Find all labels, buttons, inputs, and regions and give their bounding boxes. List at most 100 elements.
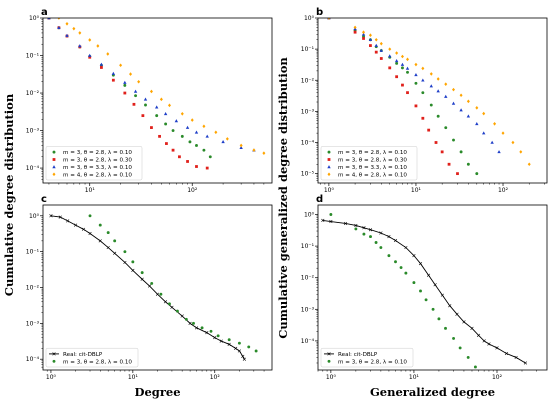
- legend-label: m = 3, θ = 2.8, λ = 0.30: [338, 158, 407, 164]
- series-0: [321, 218, 528, 365]
- data-point: [205, 331, 209, 335]
- data-point: [466, 355, 470, 359]
- data-point: [129, 72, 133, 76]
- data-point: [466, 114, 471, 118]
- data-point: [368, 33, 372, 38]
- legend-box: [45, 347, 139, 368]
- data-point: [208, 155, 212, 159]
- data-point: [427, 128, 431, 132]
- data-point: [482, 339, 486, 343]
- data-point: [88, 55, 92, 59]
- data-point: [88, 53, 92, 57]
- data-point: [418, 261, 423, 266]
- x-tick-label: 10²: [498, 187, 509, 194]
- data-point: [406, 70, 409, 74]
- legend-marker: [327, 150, 331, 154]
- data-point: [98, 223, 102, 227]
- data-point: [202, 148, 206, 152]
- data-point: [155, 292, 160, 296]
- data-point: [154, 105, 159, 109]
- legend-label: m = 3, θ = 2.8, λ = 0.10: [338, 150, 407, 156]
- data-point: [111, 71, 116, 75]
- data-point: [393, 238, 398, 243]
- legend-marker: [327, 359, 331, 363]
- data-point: [388, 66, 392, 70]
- data-point: [254, 349, 258, 353]
- legend-box: [45, 146, 143, 181]
- data-point: [452, 336, 456, 340]
- data-point: [451, 101, 456, 105]
- data-point: [434, 141, 438, 144]
- data-point: [388, 47, 392, 51]
- data-point: [225, 137, 229, 141]
- legend-marker: [52, 158, 56, 161]
- data-point: [134, 94, 138, 98]
- data-point: [387, 254, 391, 258]
- data-point: [65, 22, 69, 26]
- data-point: [144, 103, 147, 107]
- data-point: [242, 357, 246, 361]
- data-point: [329, 219, 333, 224]
- data-point: [133, 89, 138, 93]
- legend-label: m = 3, θ = 2.8, λ = 0.30: [63, 158, 132, 164]
- data-point: [452, 87, 456, 92]
- data-point: [374, 37, 378, 42]
- data-point: [147, 284, 152, 288]
- data-point: [406, 91, 409, 95]
- data-point: [421, 91, 425, 95]
- y-axis-title-right: Cumulative generalized degree distributi…: [276, 57, 290, 339]
- data-point: [155, 114, 159, 118]
- data-point: [362, 226, 366, 230]
- data-point: [106, 245, 110, 250]
- data-point: [78, 31, 82, 35]
- axes-frame: [317, 17, 548, 184]
- data-point: [66, 219, 70, 223]
- y-tick-label: 10⁰: [304, 212, 315, 219]
- legend-marker: [52, 165, 56, 169]
- y-tick-label: 10⁻¹: [26, 249, 40, 256]
- data-point: [88, 38, 92, 42]
- data-point: [164, 122, 168, 126]
- y-tick-label: 10⁰: [29, 15, 40, 22]
- data-point: [362, 30, 366, 34]
- data-point: [221, 140, 225, 144]
- data-point: [165, 142, 168, 145]
- data-point: [137, 79, 141, 84]
- data-point: [327, 18, 331, 20]
- x-tick-label: 10⁰: [324, 187, 335, 194]
- y-tick-label: 10⁰: [29, 213, 40, 220]
- legend-box: [320, 146, 418, 181]
- data-point: [78, 44, 82, 48]
- panel-letter: c: [41, 194, 47, 205]
- y-tick-label: 10⁻¹: [301, 46, 315, 53]
- y-tick-label: 10⁻³: [26, 128, 40, 135]
- y-tick-label: 10⁻²: [26, 285, 40, 292]
- data-point: [81, 227, 86, 231]
- data-point: [354, 223, 358, 228]
- data-point: [379, 48, 383, 52]
- data-point: [459, 108, 463, 112]
- y-axis-title-left: Cumulative degree distribution: [2, 93, 16, 296]
- y-tick-label: 10⁻²: [301, 275, 315, 282]
- legend-label: m = 3, θ = 3.3, λ = 0.10: [338, 165, 407, 171]
- series-2: [327, 18, 501, 154]
- series-0: [47, 18, 212, 159]
- data-point: [106, 52, 110, 56]
- data-point: [379, 57, 383, 60]
- data-point: [194, 130, 199, 134]
- data-point: [440, 150, 444, 154]
- data-point: [205, 134, 209, 138]
- data-point: [395, 75, 399, 79]
- data-point: [419, 289, 422, 293]
- data-point: [343, 221, 348, 226]
- data-point: [150, 126, 153, 129]
- data-point: [123, 83, 127, 87]
- data-point: [404, 245, 408, 250]
- data-point: [205, 166, 209, 170]
- data-point: [429, 72, 433, 76]
- data-point: [369, 44, 372, 47]
- data-point: [239, 143, 243, 148]
